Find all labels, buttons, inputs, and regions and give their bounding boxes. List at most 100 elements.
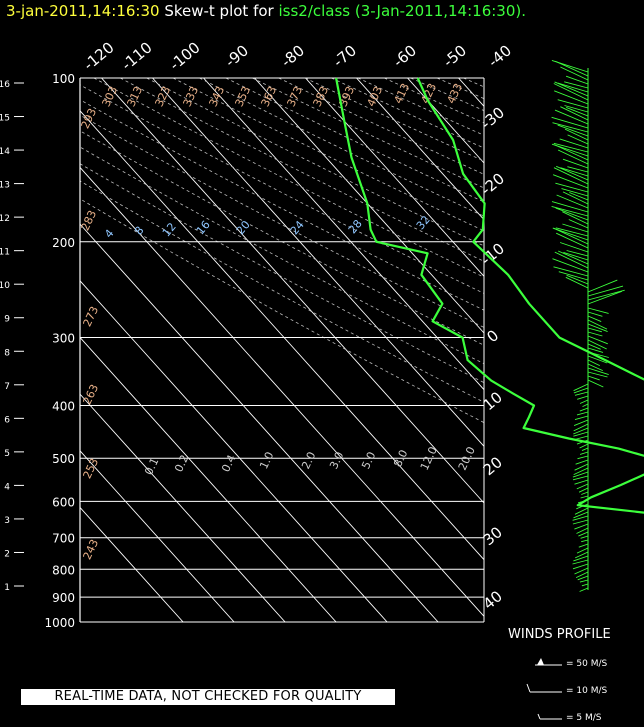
- wind-barb: [554, 251, 589, 269]
- wind-barb: [553, 142, 589, 153]
- grid-layer: [14, 77, 644, 623]
- pressure-tick-label: 1000: [44, 616, 75, 630]
- wind-barb: [582, 403, 589, 408]
- mixing-ratio-line: [608, 433, 644, 622]
- title-dataset: iss2/class (3-Jan-2011,14:16:30).: [278, 2, 526, 20]
- wind-barb: [554, 81, 589, 97]
- wind-barb: [573, 423, 589, 432]
- wind-barb: [579, 587, 589, 592]
- pressure-tick-label: 700: [52, 532, 75, 546]
- wind-barb: [587, 331, 603, 337]
- wind-barb: [568, 219, 589, 229]
- wind-barb: [572, 471, 589, 478]
- wind-barb: [565, 276, 589, 289]
- wind-barb: [587, 327, 603, 333]
- wind-barb: [567, 166, 589, 173]
- wind-barb: [553, 227, 589, 245]
- wind-barb: [581, 583, 589, 587]
- wind-barb: [556, 194, 589, 209]
- wind-barb: [566, 274, 589, 285]
- wind-barb: [577, 575, 589, 581]
- mixing-ratio-label: 3.0: [327, 450, 346, 471]
- wind-barb: [572, 559, 589, 565]
- mixing-ratio-label: 0.1: [142, 456, 161, 477]
- wind-barb: [576, 439, 589, 445]
- dry-adiabat-label: 403: [364, 84, 385, 109]
- dry-adiabat-line: [569, 78, 644, 622]
- wind-barb: [572, 519, 589, 525]
- wind-barb: [587, 289, 625, 301]
- wind-legend-10: = 10 M/S: [566, 686, 608, 696]
- dry-adiabat-label: 353: [232, 84, 253, 109]
- wind-barb: [574, 479, 589, 485]
- wind-barb: [563, 251, 589, 261]
- label-layer: 1002003004005006007008009001000123456789…: [0, 38, 515, 630]
- dry-adiabat-label: 363: [258, 84, 279, 109]
- temp-tick-label-right: -30: [478, 103, 508, 133]
- wind-barb: [564, 105, 589, 113]
- wind-barb: [557, 99, 589, 109]
- isotherm-line: [80, 450, 235, 622]
- wind-barb: [576, 411, 589, 416]
- dry-adiabat-line: [384, 78, 484, 124]
- wind-barb: [577, 499, 589, 504]
- wind-barb: [551, 201, 589, 213]
- dry-adiabat-line: [516, 78, 644, 622]
- isotherm-line: [152, 78, 484, 448]
- dry-adiabat-line: [304, 78, 484, 162]
- height-tick-label: 4: [4, 482, 10, 492]
- height-tick-label: 2: [4, 549, 10, 559]
- wind-barb: [556, 232, 589, 249]
- wind-barb: [587, 367, 609, 376]
- dry-adiabat-label: 433: [444, 81, 465, 106]
- wind-barb: [587, 279, 618, 293]
- temp-tick-label-top: -70: [330, 41, 360, 71]
- height-tick-label: 12: [0, 214, 10, 224]
- isotherm-line: [561, 78, 644, 622]
- wind-barb: [587, 343, 601, 350]
- wind-barb: [579, 451, 589, 455]
- height-tick-label: 8: [4, 348, 10, 358]
- temp-tick-label-top: -80: [278, 41, 308, 71]
- temp-tick-label-top: -100: [166, 38, 204, 74]
- wind-barb: [579, 443, 589, 449]
- wind-barb: [579, 579, 589, 583]
- dry-adiabat-line: [80, 146, 484, 365]
- wind-barb: [573, 511, 589, 519]
- isotherm-line: [356, 78, 484, 221]
- wind-barb: [581, 447, 589, 452]
- mixing-ratio-line: [601, 433, 644, 622]
- wind-barb: [587, 375, 600, 381]
- dry-adiabat-label: 333: [180, 84, 201, 109]
- temp-tick-label-top: -90: [222, 41, 252, 71]
- height-tick-label: 15: [0, 114, 10, 124]
- wind-barb: [573, 431, 589, 437]
- wind-barb: [576, 483, 589, 490]
- wind-barb: [579, 407, 589, 412]
- isotherm-line: [80, 506, 184, 622]
- wind-barb: [567, 134, 589, 145]
- wind-barb: [559, 138, 589, 149]
- isotherm-line: [510, 78, 644, 622]
- plot-area: [80, 78, 644, 622]
- dry-adiabat-label: 313: [124, 84, 145, 109]
- wind-barb: [579, 399, 589, 404]
- dry-adiabat-line: [225, 78, 484, 203]
- wind-barb: [587, 307, 609, 314]
- wind-barb: [587, 335, 608, 345]
- mixing-ratio-label: 0.2: [172, 453, 191, 474]
- wind-barb: [574, 507, 589, 515]
- isotherm-line: [80, 336, 337, 622]
- wind-barb: [552, 122, 589, 133]
- dry-adiabat-line: [80, 180, 484, 403]
- wind-barb: [555, 207, 589, 221]
- wind-barb: [558, 271, 589, 281]
- wind-barb: [566, 250, 589, 257]
- dry-adiabat-label: 383: [310, 84, 331, 109]
- mixing-ratio-label: 12: [160, 220, 179, 239]
- wind-barb: [587, 285, 624, 297]
- wind-barb: [573, 387, 589, 394]
- wind-barb: [560, 167, 589, 177]
- dry-adiabat-line: [410, 78, 484, 112]
